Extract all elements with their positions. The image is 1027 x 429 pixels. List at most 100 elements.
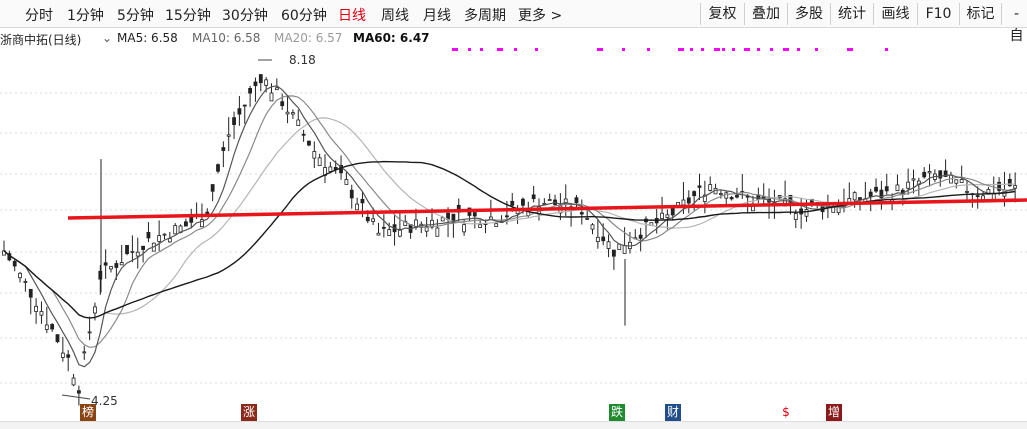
candle-body-95 — [510, 200, 515, 206]
period-tab-9[interactable]: 多周期 — [464, 8, 506, 24]
candle-body-79 — [424, 226, 429, 232]
candle-body-189 — [1013, 185, 1018, 189]
candle-body-30 — [162, 233, 167, 236]
period-tab-0[interactable]: 分时 — [25, 8, 53, 24]
toolbar-button-1[interactable]: 叠加 — [745, 3, 788, 25]
event-badge-3[interactable]: 财 — [665, 404, 681, 421]
candle-body-99 — [531, 194, 536, 200]
event-mark-10 — [690, 48, 693, 51]
candle-body-64 — [344, 179, 349, 185]
bottom-indicator-strip — [0, 421, 1027, 429]
candle-body-58 — [312, 151, 317, 159]
candle-body-107 — [574, 197, 579, 203]
event-badge-0[interactable]: 榜 — [80, 404, 96, 421]
chevron-down-icon[interactable]: ⌄ — [102, 31, 113, 45]
candle-body-105 — [563, 198, 568, 204]
candle-body-147 — [788, 194, 793, 203]
candle-body-71 — [381, 226, 386, 229]
candle-body-44 — [237, 108, 242, 115]
event-mark-16 — [757, 48, 760, 51]
candle-body-69 — [371, 218, 376, 222]
candle-body-165 — [884, 186, 889, 192]
candle-body-114 — [612, 249, 616, 257]
event-badge-4[interactable]: $ — [782, 405, 790, 419]
low-price-label: 4.25 — [91, 394, 118, 408]
toolbar-button-5[interactable]: F10 — [918, 3, 960, 25]
candle-body-2 — [12, 260, 17, 267]
toolbar-button-7[interactable]: -自 — [1002, 3, 1027, 44]
candle-body-47 — [253, 81, 258, 87]
period-tab-5[interactable]: 60分钟 — [281, 8, 327, 24]
candle-body-97 — [521, 198, 525, 206]
candle-body-61 — [328, 166, 333, 172]
candle-body-20 — [109, 266, 113, 270]
candle-body-26 — [141, 245, 146, 250]
event-mark-17 — [770, 48, 773, 51]
candle-body-148 — [793, 213, 798, 220]
candle-body-75 — [403, 220, 408, 226]
candle-body-108 — [579, 212, 584, 215]
event-mark-3 — [497, 48, 503, 51]
candle-body-67 — [360, 198, 365, 204]
candle-body-127 — [681, 199, 686, 206]
candle-body-81 — [435, 227, 440, 237]
event-mark-4 — [514, 48, 517, 51]
event-mark-22 — [885, 48, 888, 51]
candle-body-116 — [622, 245, 627, 254]
period-tab-1[interactable]: 1分钟 — [67, 8, 104, 24]
period-tab-3[interactable]: 15分钟 — [165, 8, 211, 24]
candle-body-50 — [269, 92, 274, 102]
candle-body-38 — [205, 211, 210, 215]
event-mark-21 — [847, 48, 853, 51]
candle-body-65 — [349, 189, 354, 199]
candle-body-123 — [660, 212, 664, 219]
toolbar-button-0[interactable]: 复权 — [700, 3, 745, 25]
toolbar-button-6[interactable]: 标记 — [960, 3, 1002, 25]
candle-body-92 — [494, 223, 499, 227]
toolbar-button-2[interactable]: 多股 — [788, 3, 831, 25]
candle-body-59 — [317, 157, 322, 167]
candle-body-163 — [874, 186, 878, 192]
event-badge-2[interactable]: 跌 — [609, 404, 625, 421]
candle-body-23 — [125, 245, 129, 254]
period-tab-10[interactable]: 更多 > — [518, 8, 563, 24]
candle-body-8 — [44, 324, 49, 330]
period-tab-7[interactable]: 周线 — [381, 8, 409, 24]
period-tab-8[interactable]: 月线 — [423, 8, 451, 24]
candle-body-132 — [708, 184, 713, 191]
candle-body-88 — [472, 212, 477, 217]
period-tab-6[interactable]: 日线 — [338, 8, 366, 24]
candle-body-180 — [965, 191, 969, 193]
event-mark-6 — [597, 48, 603, 51]
candle-body-82 — [440, 217, 445, 222]
kline-chart[interactable]: ◇8.184.25 — [0, 48, 1027, 408]
candle-body-51 — [274, 87, 279, 91]
event-mark-0 — [452, 48, 458, 51]
candle-body-169 — [906, 181, 911, 189]
toolbar-button-4[interactable]: 画线 — [874, 3, 918, 25]
candle-body-134 — [719, 193, 723, 195]
candle-body-37 — [200, 219, 204, 228]
toolbar-button-3[interactable]: 统计 — [831, 3, 874, 25]
candle-body-86 — [462, 224, 467, 233]
candle-body-43 — [232, 117, 236, 125]
period-tab-4[interactable]: 30分钟 — [222, 8, 268, 24]
candle-body-186 — [997, 181, 1001, 191]
candle-body-49 — [264, 79, 269, 86]
candle-body-113 — [606, 241, 611, 249]
event-badge-1[interactable]: 涨 — [241, 404, 257, 421]
candle-body-89 — [478, 224, 483, 229]
candle-body-22 — [119, 262, 124, 266]
candle-body-12 — [66, 354, 71, 358]
event-badge-5[interactable]: 增 — [826, 404, 842, 421]
candle-body-101 — [542, 202, 547, 205]
candle-body-6 — [34, 305, 38, 312]
candle-body-7 — [39, 311, 44, 316]
period-tab-2[interactable]: 5分钟 — [117, 8, 154, 24]
candle-body-188 — [1007, 178, 1012, 187]
candle-body-48 — [258, 74, 263, 84]
ma10-value: MA10: 6.58 — [192, 31, 261, 45]
candle-body-9 — [50, 324, 55, 330]
candle-body-164 — [879, 189, 884, 199]
candle-body-172 — [922, 171, 927, 178]
